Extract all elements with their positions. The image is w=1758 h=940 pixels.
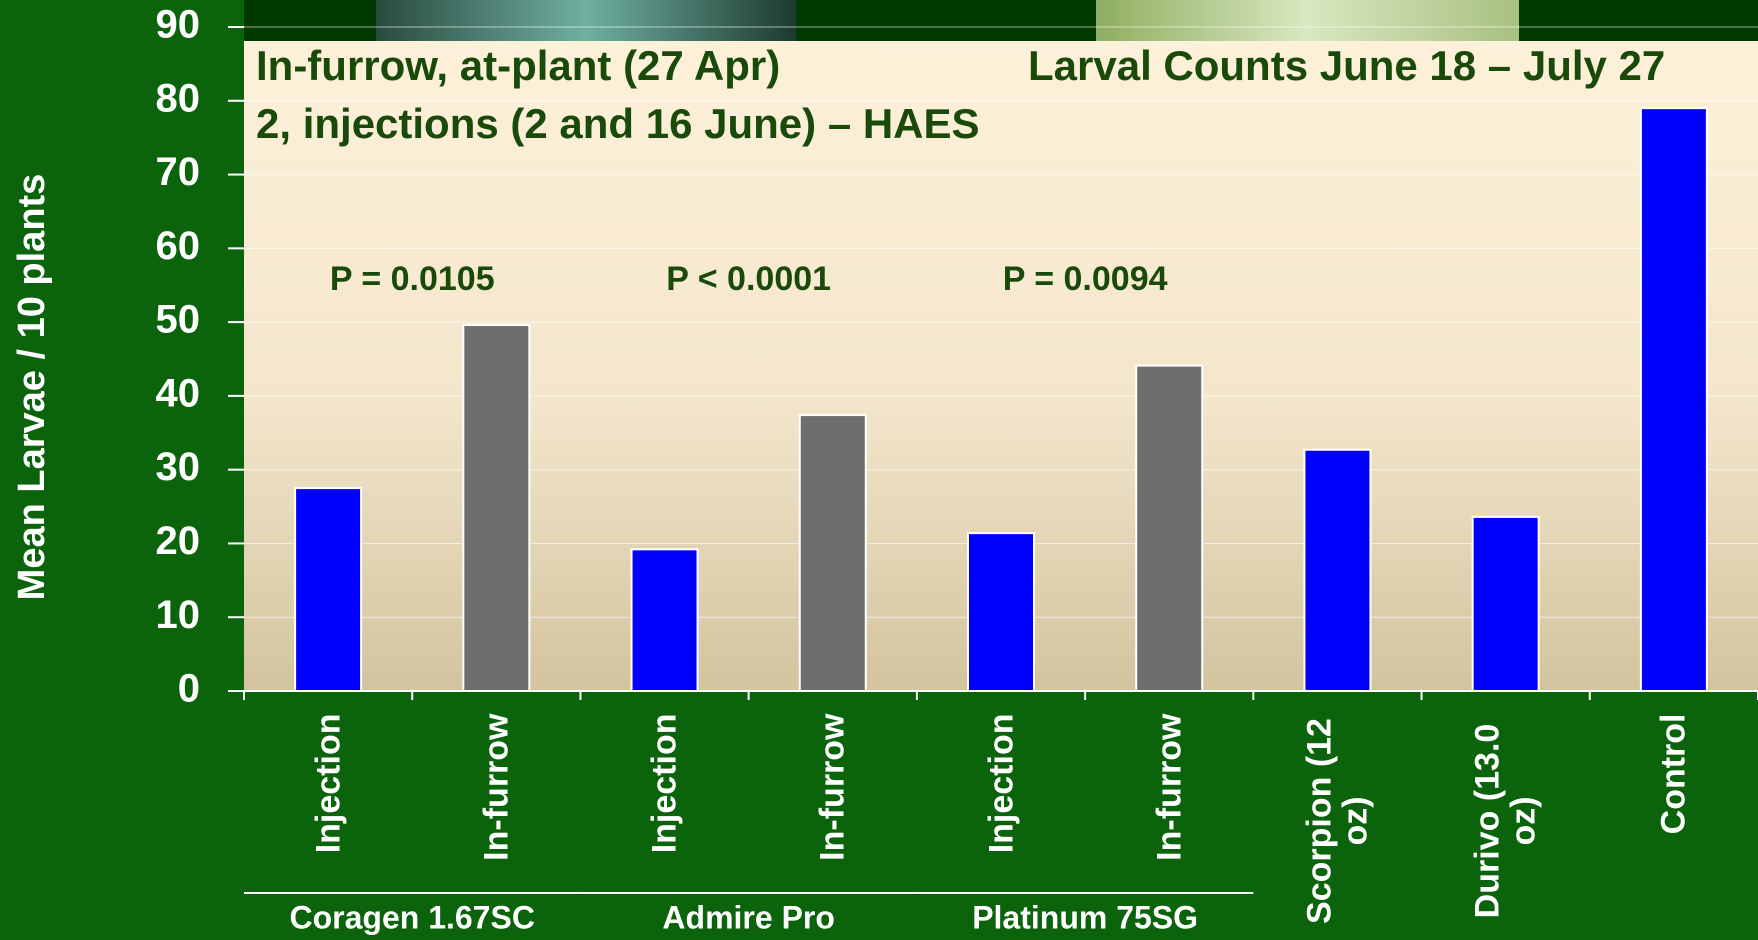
x-tick-text: In-furrow xyxy=(813,713,852,861)
group-label: Platinum 75SG xyxy=(972,899,1198,935)
y-tick-label: 60 xyxy=(156,224,201,268)
x-tick-label: Injection xyxy=(625,713,705,928)
x-tick-text: Injection xyxy=(309,713,348,853)
photo xyxy=(1096,0,1519,41)
bar xyxy=(967,532,1035,692)
annotation: P = 0.0105 xyxy=(330,260,495,298)
bar xyxy=(1135,364,1204,692)
annotation: P < 0.0001 xyxy=(666,260,831,298)
x-tick-label: Injection xyxy=(288,713,368,928)
subtitle: Larval Counts June 18 – July 27 xyxy=(1028,42,1665,89)
bar xyxy=(1303,448,1372,692)
annotation: P = 0.0094 xyxy=(1003,260,1168,298)
x-tick-text: Scorpion (12 oz) xyxy=(1300,717,1375,924)
title: 2, injections (2 and 16 June) – HAES xyxy=(256,100,980,147)
y-tick-label: 30 xyxy=(156,445,201,489)
x-tick-label: In-furrow xyxy=(793,713,873,928)
y-tick-label: 10 xyxy=(156,593,201,637)
x-tick-text: Durivo (13.0 oz) xyxy=(1468,723,1543,918)
x-tick-label: Scorpion (12 oz) xyxy=(1297,713,1377,928)
x-tick-text: Injection xyxy=(982,713,1020,853)
bar xyxy=(1639,107,1708,692)
x-tick-label: Durivo (13.0 oz) xyxy=(1466,713,1546,928)
y-tick-label: 0 xyxy=(178,667,200,711)
photo xyxy=(376,0,796,41)
x-tick-label: In-furrow xyxy=(1129,713,1209,928)
bar xyxy=(798,414,867,692)
y-tick-label: 40 xyxy=(156,371,201,415)
y-tick-label: 80 xyxy=(156,76,201,120)
group-label: Admire Pro xyxy=(662,899,834,935)
x-tick-text: In-furrow xyxy=(1150,713,1189,861)
y-tick-label: 50 xyxy=(156,298,201,342)
bar xyxy=(1471,515,1540,693)
x-tick-label: Injection xyxy=(961,713,1041,928)
bar xyxy=(462,324,531,692)
bar xyxy=(630,548,699,693)
y-tick-label: 90 xyxy=(156,3,201,47)
group-label: Coragen 1.67SC xyxy=(290,899,535,935)
bar xyxy=(294,487,363,692)
y-tick-label: 70 xyxy=(156,150,201,194)
x-tick-text: Injection xyxy=(645,713,684,853)
x-tick-label: In-furrow xyxy=(456,713,536,928)
x-tick-text: Control xyxy=(1654,713,1693,834)
y-axis-title: Mean Larvae / 10 plants xyxy=(11,174,53,601)
title: In-furrow, at-plant (27 Apr) xyxy=(256,42,780,89)
x-tick-label: Control xyxy=(1634,713,1714,928)
x-tick-text: In-furrow xyxy=(477,713,516,861)
y-tick-label: 20 xyxy=(156,519,201,563)
